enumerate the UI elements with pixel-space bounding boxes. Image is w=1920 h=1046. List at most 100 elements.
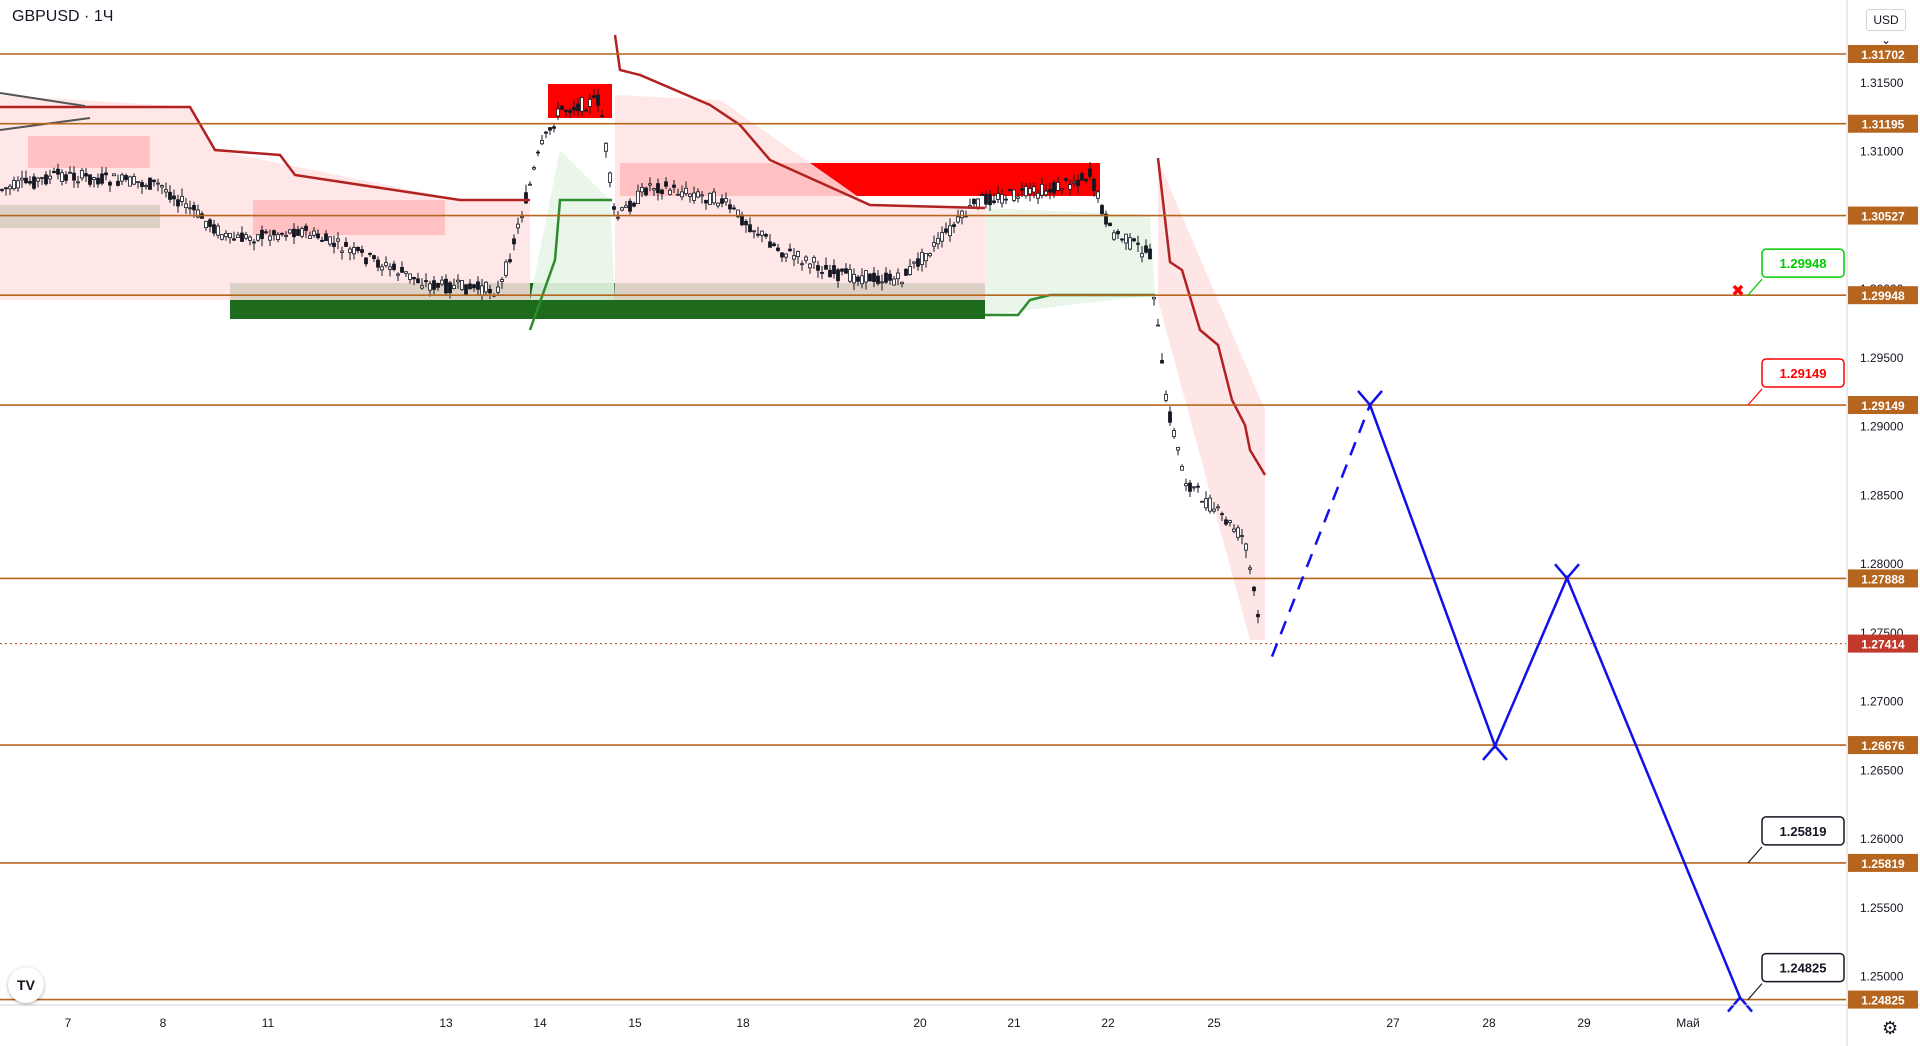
candle-body [828, 269, 832, 278]
candle-body [1048, 188, 1052, 193]
path-arrowhead [1482, 743, 1508, 761]
price-tick-label: 1.26000 [1860, 832, 1904, 846]
candle-body [228, 232, 232, 239]
candle-body [208, 219, 212, 227]
candle-body [580, 97, 584, 112]
candle-body [344, 242, 348, 247]
candle-body [1240, 535, 1244, 537]
candle-body [1092, 178, 1096, 192]
candle-body [980, 193, 984, 196]
candle-body [948, 225, 952, 237]
candle-body [336, 238, 340, 242]
candle-body [708, 192, 712, 205]
candle-body [552, 126, 556, 129]
candle-body [548, 127, 552, 131]
candle-body [540, 140, 544, 145]
symbol-title[interactable]: GBPUSD · 1Ч [12, 8, 113, 26]
candle-body [1064, 178, 1068, 181]
candle-body [484, 281, 488, 293]
candle-body [680, 191, 684, 198]
candle-body [380, 266, 384, 271]
candle-body [40, 177, 44, 179]
candle-body [204, 220, 208, 228]
gear-icon[interactable]: ⚙ [1882, 1018, 1899, 1038]
candle-body [196, 209, 200, 218]
candle-body [696, 191, 700, 198]
price-level-label [1848, 569, 1918, 588]
candle-body [452, 284, 456, 289]
candle-body [64, 174, 68, 181]
path-arrowhead [1554, 563, 1580, 581]
candle-body [1024, 186, 1028, 197]
candle-body [892, 278, 896, 286]
time-tick-label: Май [1676, 1016, 1700, 1030]
candle-body [316, 233, 320, 239]
candle-body [992, 200, 996, 204]
candle-body [988, 193, 992, 206]
candle-body [736, 209, 740, 218]
price-level-text: 1.27888 [1861, 572, 1905, 586]
candle-body [864, 270, 868, 283]
candle-body [1116, 231, 1120, 235]
candle-body [564, 110, 568, 112]
supertrend-down-line [613, 34, 986, 210]
candle-body [808, 263, 812, 269]
time-tick-label: 20 [913, 1016, 927, 1030]
candle-body [804, 256, 808, 261]
candle-body [356, 246, 360, 252]
candle-body [292, 228, 296, 238]
candle-body [268, 235, 272, 241]
tradingview-logo-icon[interactable]: TV [8, 967, 44, 1003]
candle-body [1244, 543, 1248, 551]
candle-body [592, 95, 596, 98]
callout-box [1761, 248, 1845, 278]
candle-body [660, 189, 664, 194]
price-tick-label: 1.29500 [1860, 351, 1904, 365]
candle-body [188, 207, 192, 210]
candle-body [956, 216, 960, 223]
candle-body [464, 284, 468, 295]
candle-body [156, 182, 160, 185]
candle-body [1252, 586, 1256, 592]
cross-icon[interactable]: ✖ [1731, 281, 1744, 300]
candle-body [896, 272, 900, 280]
candle-body [432, 280, 436, 290]
candle-body [324, 233, 328, 242]
candle-body [1180, 465, 1184, 471]
candle-body [560, 105, 564, 110]
candle-body [508, 259, 512, 263]
candle-body [1136, 242, 1140, 245]
callout-text: 1.24825 [1780, 961, 1827, 976]
candle-body [236, 234, 240, 238]
candle-body [280, 232, 284, 235]
price-level-text: 1.30527 [1861, 210, 1905, 224]
currency-dropdown[interactable]: USD ⌄ [1866, 9, 1906, 47]
supertrend-down-line [0, 105, 530, 202]
candle-body [616, 216, 620, 219]
candle-body [1256, 614, 1260, 618]
candle-body [92, 177, 96, 181]
candle-body [1184, 483, 1188, 487]
candle-body [584, 109, 588, 112]
candle-body [1088, 168, 1092, 177]
candle-body [520, 216, 524, 219]
candle-body [52, 171, 56, 174]
candle-body [1096, 191, 1100, 199]
candle-body [1032, 186, 1036, 193]
candle-body [544, 131, 548, 134]
candle-body [348, 248, 352, 254]
candle-body [516, 223, 520, 229]
callout-pointer [1747, 278, 1763, 296]
candle-body [880, 281, 884, 284]
candle-body [860, 275, 864, 285]
candle-body [1128, 237, 1132, 250]
price-level-label [1848, 853, 1918, 872]
candle-body [392, 263, 396, 270]
candle-body [424, 280, 428, 283]
candle-body [404, 271, 408, 274]
candle-body [756, 233, 760, 236]
candle-body [1020, 188, 1024, 191]
price-level-text: 1.29149 [1861, 399, 1905, 413]
